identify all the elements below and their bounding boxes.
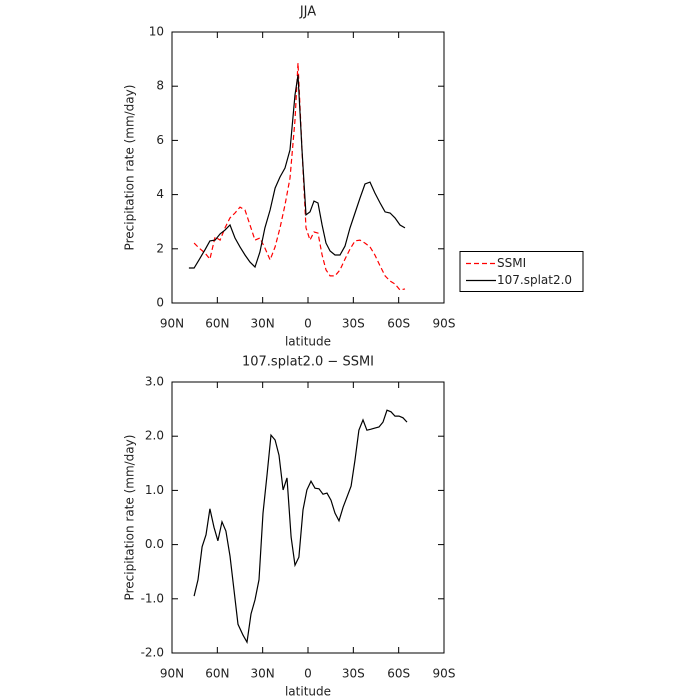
x-tick-label: 60N: [205, 317, 229, 331]
x-tick-label: 30S: [342, 317, 365, 331]
y-tick-label: 2: [156, 241, 164, 255]
chart-title: 107.splat2.0 − SSMI: [242, 355, 374, 370]
x-tick-label: 0: [304, 317, 312, 331]
plot-frame: [171, 381, 445, 654]
y-tick-label: 0.0: [145, 537, 164, 551]
y-tick-label: 6: [156, 133, 164, 147]
legend-label: 107.splat2.0: [497, 273, 572, 287]
x-tick-label: 90S: [433, 667, 456, 681]
x-tick-label: 30N: [251, 317, 275, 331]
x-axis-label: latitude: [285, 335, 331, 349]
series-line: [188, 75, 406, 269]
plot-frame: [171, 31, 445, 304]
y-tick-label: 8: [156, 79, 164, 93]
y-axis-label: Precipitation rate (mm/day): [123, 85, 137, 251]
x-tick-label: 60S: [387, 317, 410, 331]
y-tick-label: 1.0: [145, 483, 164, 497]
chart-title: JJA: [299, 5, 316, 20]
legend-label: SSMI: [497, 256, 526, 270]
y-tick-label: 4: [156, 187, 164, 201]
x-axis-label: latitude: [285, 685, 331, 699]
y-tick-label: 0: [156, 296, 164, 310]
x-tick-label: 60N: [205, 667, 229, 681]
x-tick-label: 60S: [387, 667, 410, 681]
legend-box: [459, 251, 584, 292]
y-tick-label: 3.0: [145, 375, 164, 389]
x-tick-label: 90N: [160, 667, 184, 681]
x-tick-label: 30N: [251, 667, 275, 681]
y-axis-label: Precipitation rate (mm/day): [123, 435, 137, 601]
x-tick-label: 30S: [342, 667, 365, 681]
series-line: [193, 409, 408, 645]
y-tick-label: -1.0: [141, 591, 164, 605]
x-tick-label: 90N: [160, 317, 184, 331]
y-tick-label: 10: [149, 25, 164, 39]
y-tick-label: 2.0: [145, 429, 164, 443]
x-tick-label: 0: [304, 667, 312, 681]
x-tick-label: 90S: [433, 317, 456, 331]
y-tick-label: -2.0: [141, 646, 164, 660]
